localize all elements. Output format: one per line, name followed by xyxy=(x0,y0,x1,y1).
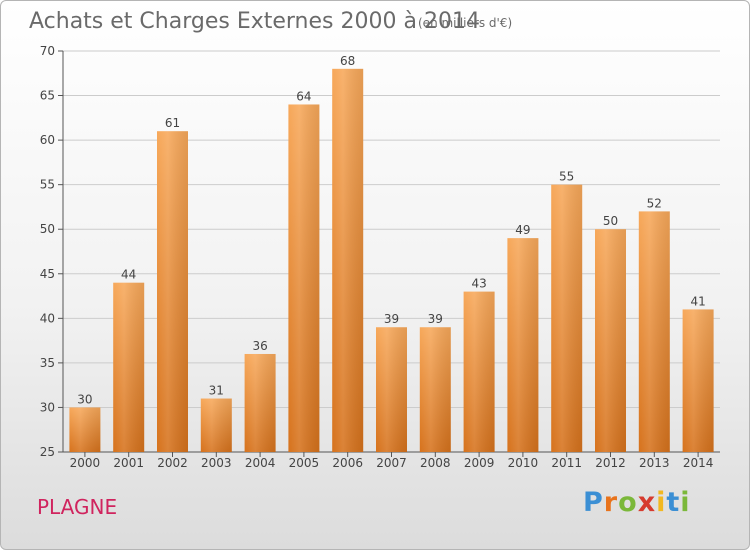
x-tick-label-2007: 2007 xyxy=(376,456,407,470)
data-label-2001: 44 xyxy=(121,268,136,282)
x-tick-label-2001: 2001 xyxy=(113,456,144,470)
x-tick-label-2013: 2013 xyxy=(639,456,670,470)
x-tick-label-2014: 2014 xyxy=(683,456,714,470)
logo-letter: P xyxy=(583,487,604,518)
x-tick-label-2002: 2002 xyxy=(157,456,188,470)
y-tick-label: 25 xyxy=(40,445,55,459)
x-tick-label-2005: 2005 xyxy=(289,456,320,470)
y-tick-label: 65 xyxy=(40,89,55,103)
data-label-2002: 61 xyxy=(165,116,180,130)
bar-shine-2011 xyxy=(551,184,583,452)
data-label-2005: 64 xyxy=(296,89,311,103)
data-label-2004: 36 xyxy=(252,339,267,353)
logo-letter: x xyxy=(637,487,657,518)
bar-shine-2004 xyxy=(244,353,276,452)
bar-shine-2001 xyxy=(113,282,145,452)
x-tick-label-2010: 2010 xyxy=(508,456,539,470)
bar-shine-2012 xyxy=(595,229,626,452)
bar-shine-2006 xyxy=(332,68,364,453)
data-label-2008: 39 xyxy=(428,312,443,326)
y-tick-label: 50 xyxy=(40,222,55,236)
bar-shine-2014 xyxy=(682,309,714,452)
data-label-2009: 43 xyxy=(471,277,486,291)
logo-letter: o xyxy=(618,487,638,518)
bar-shine-2013 xyxy=(638,211,670,452)
y-tick-label: 40 xyxy=(40,311,55,325)
data-label-2010: 49 xyxy=(515,223,530,237)
x-tick-label-2000: 2000 xyxy=(70,456,101,470)
data-label-2000: 30 xyxy=(77,392,92,406)
commune-name: PLAGNE xyxy=(37,495,118,519)
data-label-2011: 55 xyxy=(559,170,574,184)
bar-shine-2003 xyxy=(200,398,232,452)
axes: 25 30 35 40 45 50 55 60 65 70 2000 2001 2002 2003 2004… xyxy=(40,44,720,470)
bar-shine-2008 xyxy=(419,327,451,452)
logo-letter: i xyxy=(656,487,667,518)
data-label-2007: 39 xyxy=(384,312,399,326)
x-tick-label-2012: 2012 xyxy=(595,456,626,470)
bar-shine-2005 xyxy=(288,104,320,452)
x-tick-label-2004: 2004 xyxy=(245,456,276,470)
x-tick-label-2003: 2003 xyxy=(201,456,232,470)
y-tick-label: 30 xyxy=(40,400,55,414)
bars xyxy=(69,68,714,453)
logo-letter: t xyxy=(666,487,681,518)
y-tick-label: 35 xyxy=(40,356,55,370)
y-tick-label: 45 xyxy=(40,267,55,281)
x-tick-label-2008: 2008 xyxy=(420,456,451,470)
x-tick-label-2011: 2011 xyxy=(551,456,582,470)
bar-shine-2007 xyxy=(376,327,407,452)
chart-subtitle: (en milliers d'€) xyxy=(418,16,513,30)
chart-title: Achats et Charges Externes 2000 à 2014 xyxy=(29,9,480,34)
proxiti-logo: Proxiti xyxy=(583,487,691,518)
logo-letter: r xyxy=(603,487,619,518)
x-tick-label-2006: 2006 xyxy=(332,456,363,470)
data-label-2012: 50 xyxy=(603,214,618,228)
bar-shine-2000 xyxy=(69,407,101,452)
bar-shine-2002 xyxy=(157,131,188,452)
y-tick-label: 55 xyxy=(40,178,55,192)
data-label-2003: 31 xyxy=(209,384,224,398)
data-label-2006: 68 xyxy=(340,54,355,68)
y-tick-label: 60 xyxy=(40,133,55,147)
data-label-2013: 52 xyxy=(647,196,662,210)
y-tick-label: 70 xyxy=(40,44,55,58)
bar-shine-2009 xyxy=(463,291,495,452)
data-labels: 30 44 61 31 36 64 68 39 39 43 49 55 50 52 41 xyxy=(77,54,705,407)
bar-shine-2010 xyxy=(507,238,539,452)
data-label-2014: 41 xyxy=(690,294,705,308)
x-tick-label-2009: 2009 xyxy=(464,456,495,470)
logo-letter: i xyxy=(680,487,691,518)
